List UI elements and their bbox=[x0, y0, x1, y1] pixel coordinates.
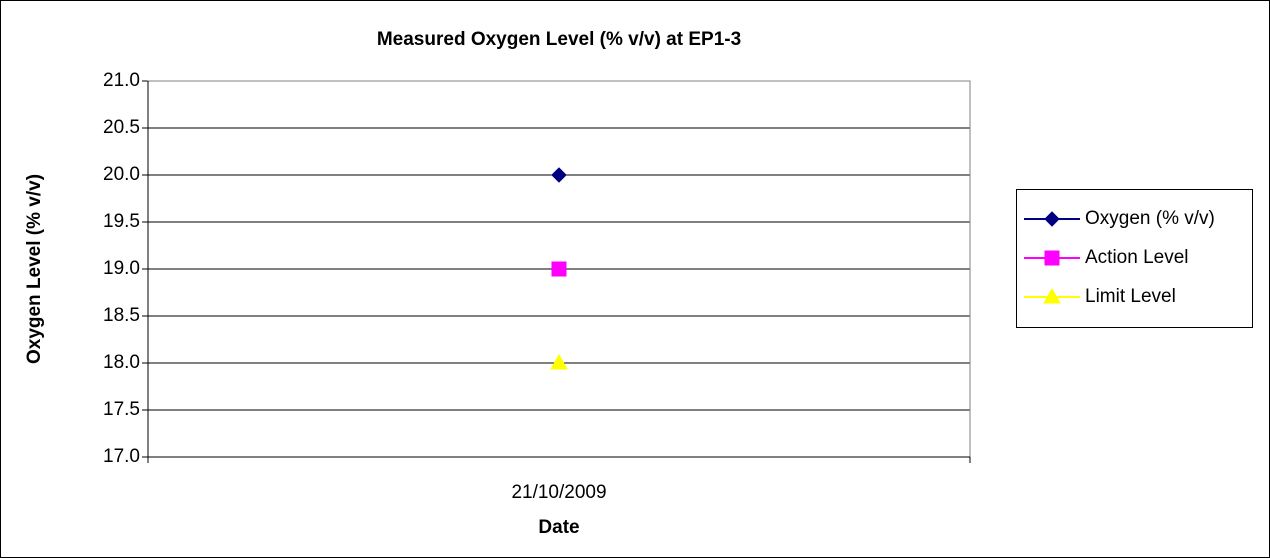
chart-title: Measured Oxygen Level (% v/v) at EP1-3 bbox=[377, 29, 741, 50]
y-tick-label: 18.0 bbox=[103, 352, 140, 373]
y-tick-label: 21.0 bbox=[103, 70, 140, 91]
y-tick-label: 19.0 bbox=[103, 258, 140, 279]
y-tick-label: 17.5 bbox=[103, 399, 140, 420]
y-tick-label: 19.5 bbox=[103, 211, 140, 232]
data-point bbox=[550, 353, 568, 370]
legend-label: Limit Level bbox=[1085, 286, 1176, 307]
legend-label: Action Level bbox=[1085, 247, 1189, 268]
y-axis-title: Oxygen Level (% v/v) bbox=[24, 174, 45, 364]
legend-marker bbox=[1043, 287, 1061, 304]
x-axis-title: Date bbox=[538, 517, 579, 538]
data-point bbox=[551, 261, 567, 277]
legend-marker bbox=[1044, 250, 1060, 266]
y-tick-label: 20.5 bbox=[103, 117, 140, 138]
y-tick-label: 18.5 bbox=[103, 305, 140, 326]
legend-marker bbox=[1044, 211, 1060, 227]
x-tick-label: 21/10/2009 bbox=[511, 482, 606, 503]
data-point bbox=[551, 167, 567, 183]
y-tick-label: 17.0 bbox=[103, 446, 140, 467]
legend-label: Oxygen (% v/v) bbox=[1085, 208, 1215, 229]
y-tick-label: 20.0 bbox=[103, 164, 140, 185]
